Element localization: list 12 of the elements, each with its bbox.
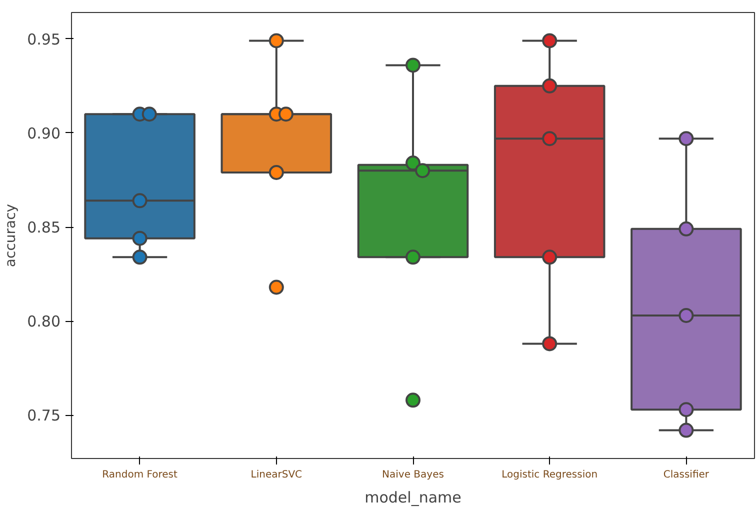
x-tick-label: LinearSVC (250, 470, 302, 480)
x-tick-label: Classifier (663, 470, 710, 480)
y-tick-label: 0.75 (27, 406, 61, 425)
x-axis-title: model_name (364, 488, 462, 506)
y-tick-label: 0.85 (27, 218, 61, 237)
y-tick-label: 0.90 (27, 124, 61, 142)
y-axis-title: accuracy (3, 204, 20, 268)
x-tick-label: Naive Bayes (382, 470, 444, 480)
y-tick-label: 0.95 (27, 30, 61, 48)
x-tick-label: Logistic Regression (502, 470, 598, 480)
y-tick-label: 0.80 (27, 312, 61, 331)
x-tick-label: Random Forest (102, 470, 178, 480)
